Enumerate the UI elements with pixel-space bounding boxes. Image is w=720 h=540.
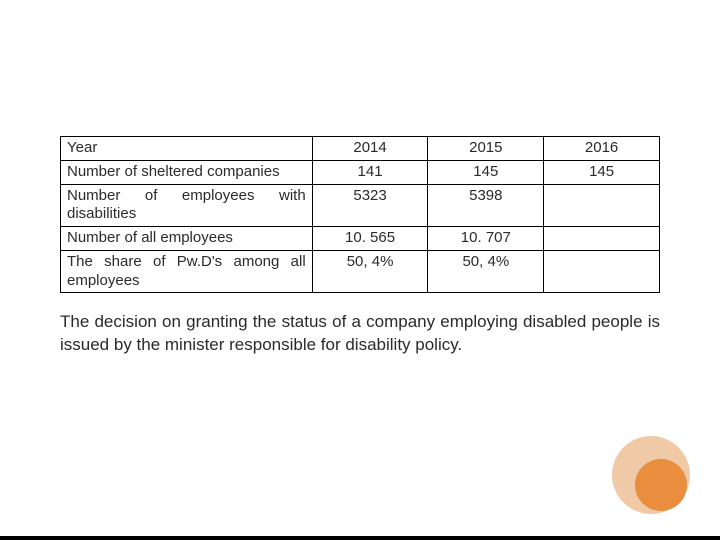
row-label: Number of all employees <box>61 227 313 251</box>
slide-content: Year 2014 2015 2016 Number of sheltered … <box>60 136 660 357</box>
table-cell <box>544 184 660 227</box>
table-cell: 50, 4% <box>428 250 544 293</box>
row-label: Number of employees with disabilities <box>61 184 313 227</box>
body-paragraph: The decision on granting the status of a… <box>60 311 660 357</box>
table-cell: 2016 <box>544 137 660 161</box>
table-row: Number of sheltered companies 141 145 14… <box>61 160 660 184</box>
table-cell: 2014 <box>312 137 428 161</box>
table-cell: 5323 <box>312 184 428 227</box>
table-cell: 10. 707 <box>428 227 544 251</box>
table-cell: 141 <box>312 160 428 184</box>
slide-baseline <box>0 536 720 540</box>
table-cell: 50, 4% <box>312 250 428 293</box>
row-label: Number of sheltered companies <box>61 160 313 184</box>
accent-circle-inner <box>635 459 687 511</box>
table-cell: 2015 <box>428 137 544 161</box>
row-label: The share of Pw.D's among all employees <box>61 250 313 293</box>
table-cell: 145 <box>428 160 544 184</box>
sheltered-companies-table: Year 2014 2015 2016 Number of sheltered … <box>60 136 660 293</box>
table-row: Year 2014 2015 2016 <box>61 137 660 161</box>
table-cell <box>544 227 660 251</box>
table-row: The share of Pw.D's among all employees … <box>61 250 660 293</box>
table-cell: 145 <box>544 160 660 184</box>
slide-canvas: Year 2014 2015 2016 Number of sheltered … <box>0 0 720 540</box>
table-cell <box>544 250 660 293</box>
table-row: Number of all employees 10. 565 10. 707 <box>61 227 660 251</box>
row-label: Year <box>61 137 313 161</box>
table-row: Number of employees with disabilities 53… <box>61 184 660 227</box>
table-cell: 5398 <box>428 184 544 227</box>
table-cell: 10. 565 <box>312 227 428 251</box>
